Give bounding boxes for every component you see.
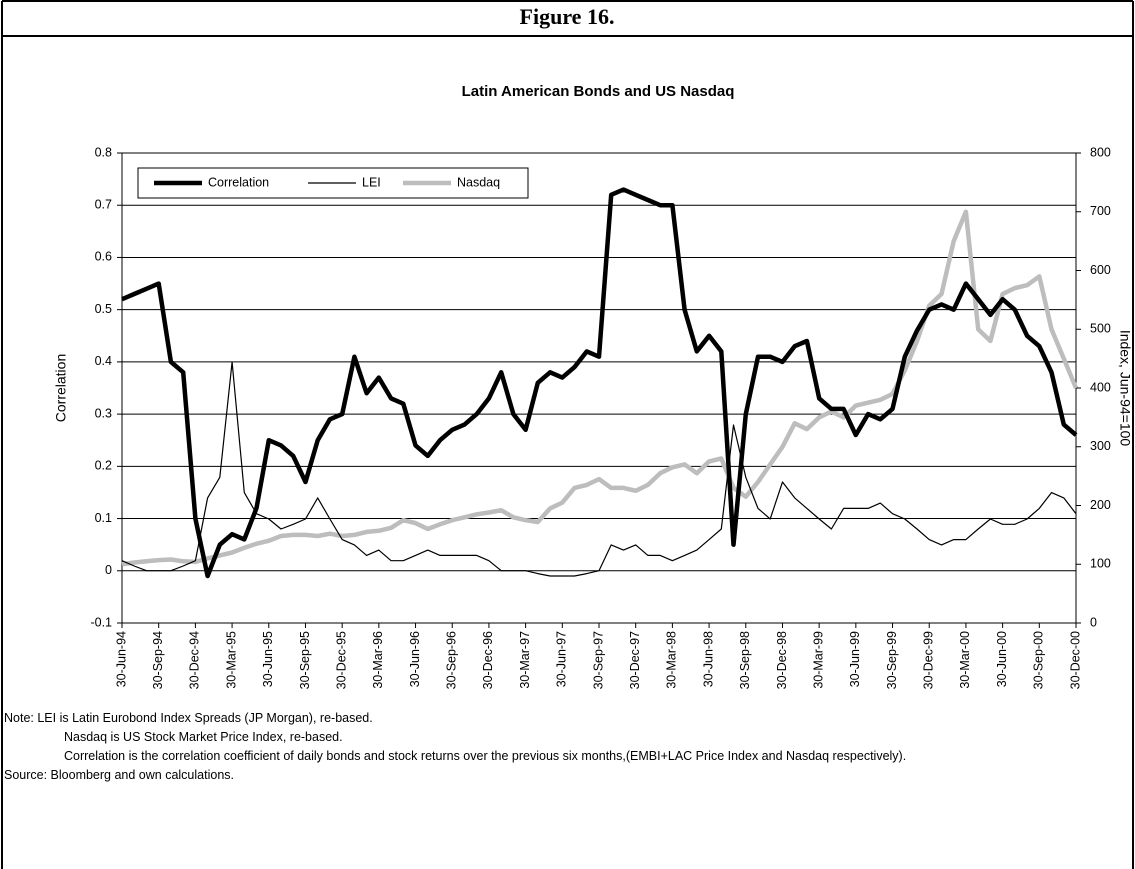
x-tick-label: 30-Sep-94 (151, 631, 165, 689)
x-tick-label: 30-Mar-99 (811, 631, 825, 689)
note: Note: LEI is Latin Eurobond Index Spread… (4, 711, 373, 725)
x-tick-label: 30-Dec-99 (922, 631, 936, 689)
x-tick-label: 30-Dec-00 (1068, 631, 1082, 689)
y-tick-label: 0.1 (95, 511, 112, 525)
x-tick-label: 30-Sep-99 (885, 631, 899, 689)
y-tick-label: -0.1 (90, 615, 112, 629)
y2-axis-label: Index, Jun-94=100 (1117, 330, 1133, 447)
x-tick-label: 30-Sep-98 (738, 631, 752, 689)
x-tick-label: 30-Dec-94 (188, 631, 202, 689)
x-tick-label: 30-Dec-96 (481, 631, 495, 689)
y-tick-label: 0 (105, 563, 112, 577)
chart-title: Latin American Bonds and US Nasdaq (462, 83, 735, 100)
x-tick-label: 30-Sep-97 (591, 631, 605, 689)
notes: Note: LEI is Latin Eurobond Index Spread… (4, 709, 1094, 785)
series-line (121, 209, 1079, 567)
y2-tick-label: 700 (1090, 204, 1111, 218)
legend-label: Nasdaq (457, 175, 500, 189)
y-tick-label: 0.3 (95, 406, 112, 420)
x-tick-label: 30-Dec-97 (628, 631, 642, 689)
y-tick-label: 0.6 (95, 250, 112, 264)
y2-tick-label: 200 (1090, 498, 1111, 512)
x-tick-label: 30-Jun-94 (114, 631, 128, 687)
x-tick-label: 30-Jun-99 (848, 631, 862, 687)
note: Correlation is the correlation coefficie… (64, 749, 907, 763)
x-tick-label: 30-Jun-96 (408, 631, 422, 687)
y-tick-label: 0.8 (95, 145, 112, 159)
y2-tick-label: 0 (1090, 615, 1097, 629)
x-tick-label: 30-Mar-98 (665, 631, 679, 689)
x-tick-label: 30-Mar-00 (958, 631, 972, 689)
note: Source: Bloomberg and own calculations. (4, 768, 234, 782)
x-tick-label: 30-Jun-95 (261, 631, 275, 687)
y-tick-label: 0.7 (95, 198, 112, 212)
series-line (121, 361, 1077, 577)
x-tick-label: 30-Dec-95 (334, 631, 348, 689)
y-tick-label: 0.4 (95, 354, 112, 368)
series-line (121, 187, 1078, 579)
x-tick-label: 30-Mar-97 (518, 631, 532, 689)
y2-tick-label: 100 (1090, 557, 1111, 571)
y2-tick-label: 300 (1090, 439, 1111, 453)
y2-tick-label: 400 (1090, 380, 1111, 394)
y-axis-label: Correlation (53, 354, 69, 422)
x-tick-label: 30-Jun-97 (555, 631, 569, 687)
x-tick-label: 30-Mar-95 (224, 631, 238, 689)
figure-heading: Figure 16. (520, 4, 615, 29)
x-tick-label: 30-Sep-00 (1032, 631, 1046, 689)
legend-label: Correlation (208, 175, 269, 189)
x-tick-label: 30-Sep-95 (298, 631, 312, 689)
y2-tick-label: 500 (1090, 322, 1111, 336)
legend-label: LEI (362, 175, 381, 189)
x-tick-label: 30-Mar-96 (371, 631, 385, 689)
note: Nasdaq is US Stock Market Price Index, r… (64, 730, 343, 744)
x-tick-label: 30-Dec-98 (775, 631, 789, 689)
x-tick-label: 30-Jun-98 (701, 631, 715, 687)
y2-tick-label: 600 (1090, 263, 1111, 277)
x-tick-label: 30-Jun-00 (995, 631, 1009, 687)
y-tick-label: 0.5 (95, 302, 112, 316)
y-tick-label: 0.2 (95, 459, 112, 473)
y2-tick-label: 800 (1090, 145, 1111, 159)
x-tick-label: 30-Sep-96 (445, 631, 459, 689)
